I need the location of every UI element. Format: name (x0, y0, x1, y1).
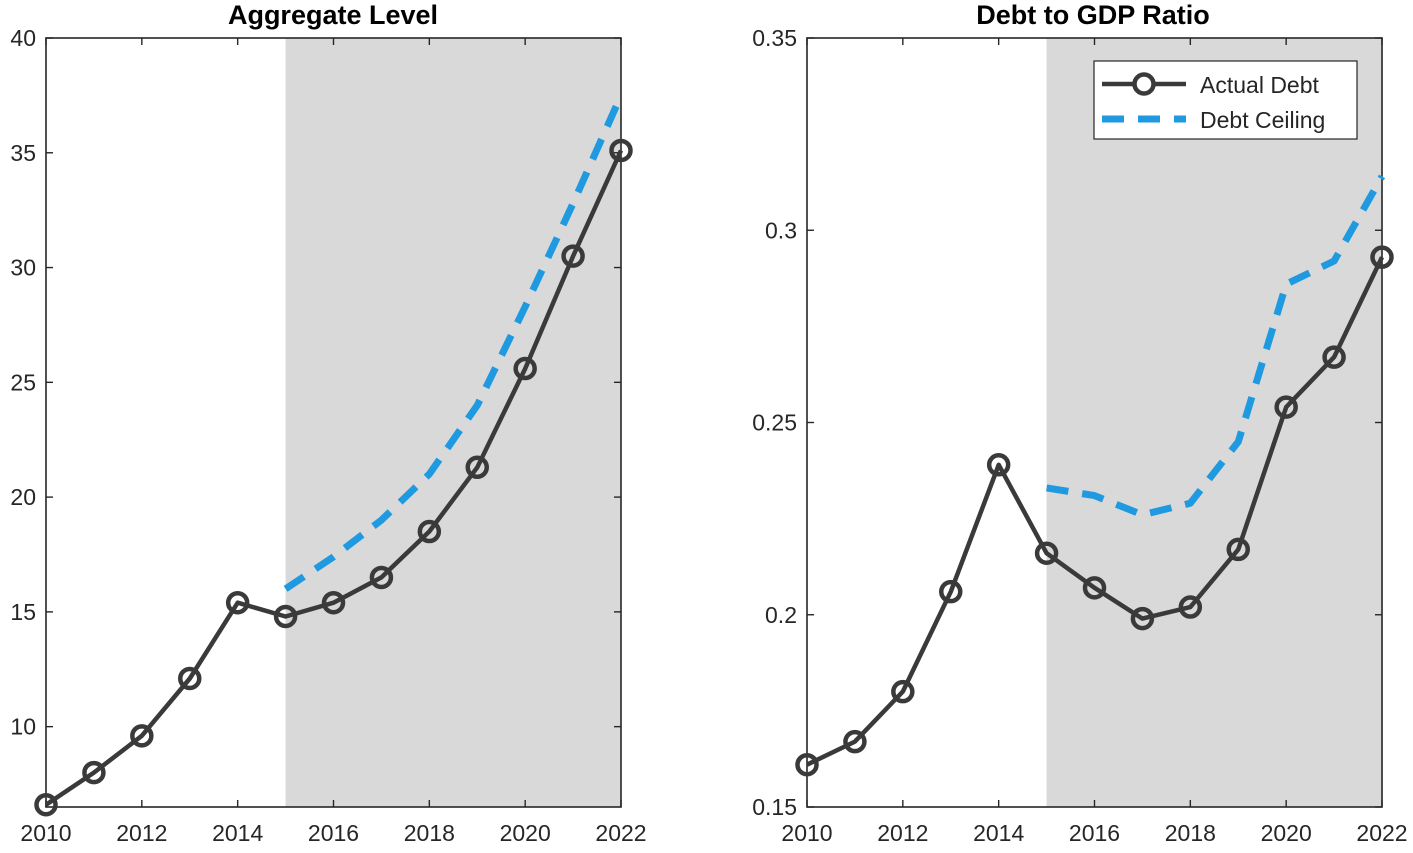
y-tick-label: 40 (10, 25, 36, 51)
actual-debt-point (561, 244, 585, 268)
y-tick-label: 25 (10, 369, 36, 395)
y-tick-label: 35 (10, 140, 36, 166)
actual-debt-line (806, 256, 1385, 767)
shaded-region (285, 38, 621, 807)
y-tick-label: 0.15 (752, 794, 797, 820)
y-tick-label: 0.2 (765, 602, 797, 628)
legend-actual-marker (1132, 72, 1156, 96)
x-tick-label: 2020 (500, 820, 551, 846)
debt-to-gdp-chart: Debt to GDP Ratio 2010 2012 2014 2016 2018 20… (752, 0, 1407, 846)
actual-debt-point (795, 752, 819, 777)
y-tick-label: 0.25 (752, 410, 797, 436)
legend-actual-label: Actual Debt (1200, 72, 1320, 98)
actual-debt-point (1370, 245, 1394, 269)
x-tick-label: 2012 (116, 820, 167, 846)
actual-debt-point (34, 792, 58, 817)
x-tick-label: 2022 (595, 820, 646, 846)
x-tick-label: 2020 (1261, 820, 1312, 846)
shaded-region (1046, 38, 1382, 807)
actual-debt-point (417, 519, 442, 544)
x-tick-label: 2018 (1165, 820, 1216, 846)
actual-debt-point (82, 760, 106, 785)
x-tick-label: 2016 (1069, 820, 1120, 846)
x-tick-label: 2010 (20, 820, 71, 846)
x-tick-label: 2014 (973, 820, 1024, 846)
y-tick-label: 0.3 (765, 217, 797, 243)
x-tick-label: 2014 (212, 820, 263, 846)
actual-debt-point (273, 604, 298, 629)
actual-debt-point (1034, 541, 1059, 565)
actual-debt-point (513, 356, 537, 381)
actual-debt-point (225, 590, 250, 615)
x-tick-label: 2010 (781, 820, 832, 846)
actual-debt-point (321, 590, 346, 615)
actual-debt-point (1226, 537, 1250, 562)
legend-ceiling-label: Debt Ceiling (1200, 107, 1325, 133)
actual-debt-point (1274, 395, 1298, 419)
actual-debt-point (1130, 606, 1155, 631)
y-tick-label: 30 (10, 255, 36, 281)
actual-debt-point (1322, 345, 1346, 369)
chart-title-aggregate-level: Aggregate Level (228, 0, 438, 30)
actual-debt-point (939, 579, 963, 604)
chart-title-debt-to-gdp: Debt to GDP Ratio (976, 0, 1210, 30)
actual-debt-point (609, 138, 633, 163)
y-tick-label: 15 (10, 599, 36, 625)
actual-debt-point (1178, 595, 1203, 619)
actual-debt-point (130, 724, 154, 748)
aggregate-level-chart: Aggregate Level 2010 2012 2014 2016 2018 2020… (10, 0, 646, 846)
actual-debt-point (986, 453, 1011, 477)
y-tick-label: 10 (10, 714, 36, 740)
actual-debt-point (1082, 576, 1107, 600)
actual-debt-point (178, 666, 202, 691)
debt-ceiling-line (283, 93, 625, 592)
x-tick-label: 2022 (1356, 820, 1407, 846)
actual-debt-point (891, 679, 915, 704)
actual-debt-point (369, 565, 394, 590)
y-tick-label: 20 (10, 484, 36, 510)
y-tick-label: 0.35 (752, 25, 797, 51)
x-tick-label: 2018 (404, 820, 455, 846)
actual-debt-line (44, 149, 624, 807)
actual-debt-point (465, 455, 489, 480)
debt-ceiling-line (1046, 174, 1386, 519)
x-tick-label: 2016 (308, 820, 359, 846)
x-tick-label: 2012 (877, 820, 928, 846)
actual-debt-point (843, 729, 867, 754)
